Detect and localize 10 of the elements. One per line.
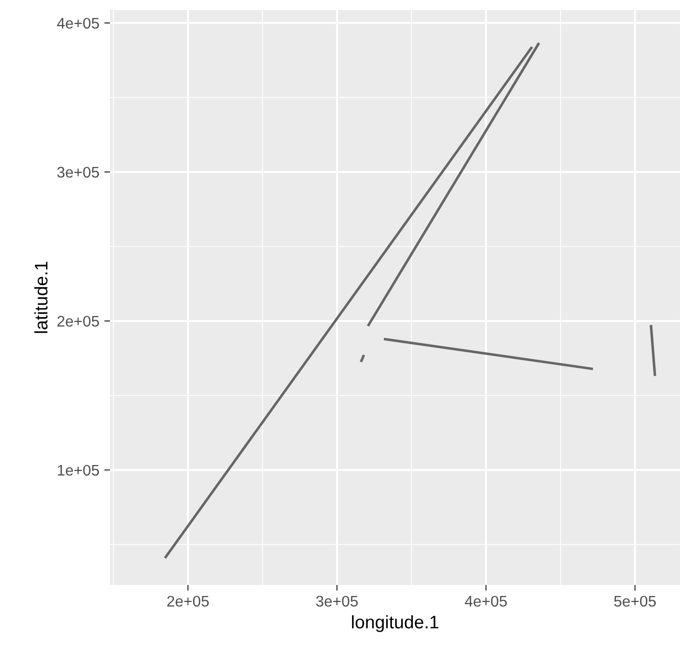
x-tick-label: 2e+05 (167, 596, 209, 607)
x-axis-title: longitude.1 (352, 615, 438, 632)
x-tick-label: 5e+05 (614, 596, 656, 607)
y-tick-label: 3e+05 (57, 166, 99, 178)
x-tick-label: 4e+05 (464, 596, 507, 607)
y-tick-label: 4e+05 (57, 18, 99, 29)
y-tick-label: 1e+05 (58, 464, 99, 476)
y-tick-label: 2e+05 (57, 316, 99, 327)
y-axis-title: latitude.1 (34, 262, 48, 333)
x-tick-label: 3e+05 (316, 596, 358, 607)
